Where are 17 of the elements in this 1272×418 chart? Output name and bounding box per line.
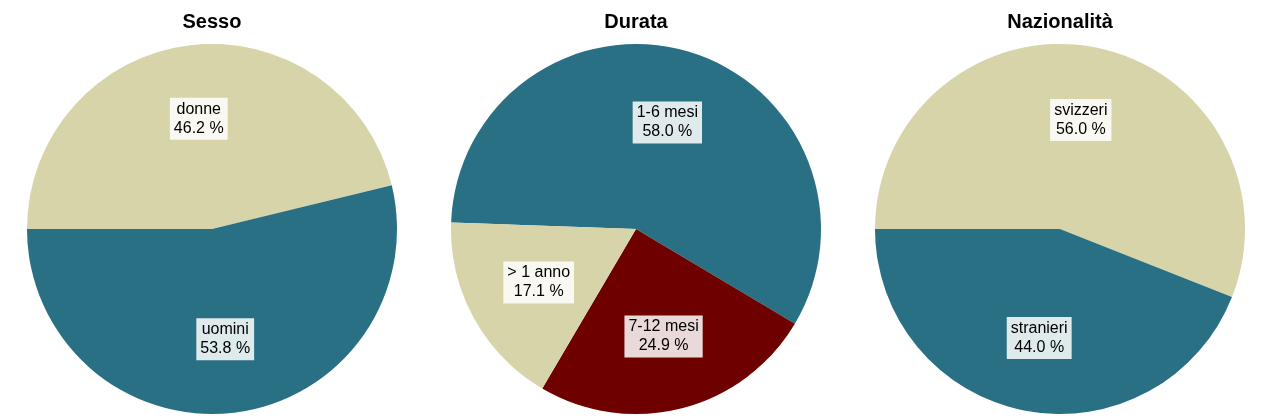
- slice-label: > 1 anno: [507, 263, 571, 281]
- data-label: 46.2 %: [173, 118, 224, 136]
- slice-label: 7-12 mesi: [628, 317, 699, 335]
- chart-title: Durata: [604, 9, 669, 32]
- data-label: 44.0 %: [1014, 337, 1065, 355]
- data-label: 58.0 %: [642, 122, 693, 140]
- data-label: 56.0 %: [1055, 119, 1106, 137]
- data-label: 24.9 %: [638, 336, 689, 354]
- slice-label: donne: [176, 99, 222, 117]
- chart-title: Sesso: [182, 9, 242, 32]
- slice-label: svizzeri: [1054, 100, 1108, 118]
- data-label: 17.1 %: [513, 282, 564, 300]
- slice-label: 1-6 mesi: [636, 103, 699, 121]
- chart-title: Nazionalità: [1007, 9, 1114, 32]
- slice-label: stranieri: [1010, 318, 1068, 336]
- slice-label: uomini: [201, 320, 249, 338]
- data-label: 53.8 %: [200, 339, 251, 357]
